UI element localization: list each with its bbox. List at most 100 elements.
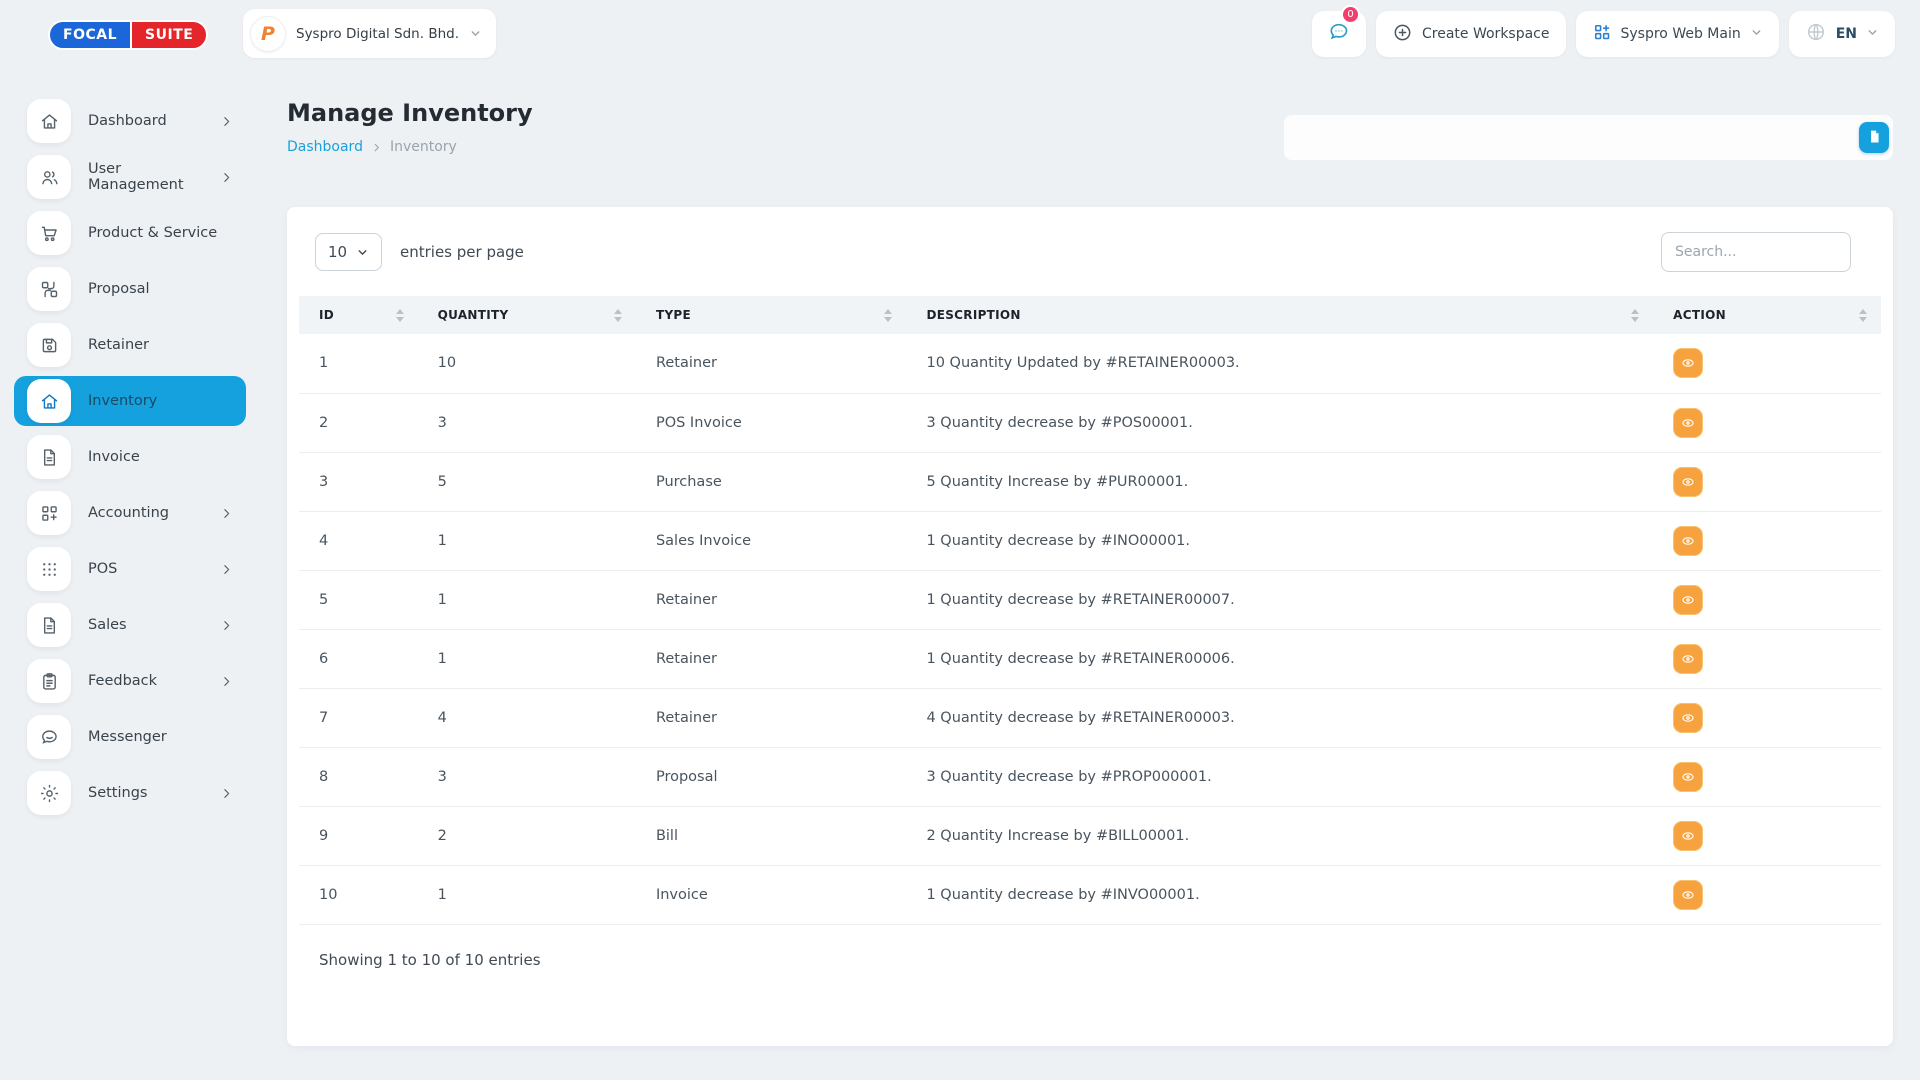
eye-icon [1682, 831, 1694, 840]
sidebar-item-inventory[interactable]: Inventory [14, 376, 246, 426]
search-input[interactable] [1661, 232, 1851, 272]
table-row: 1 10 Retainer 10 Quantity Updated by #RE… [299, 334, 1881, 394]
chevron-right-icon [220, 787, 233, 800]
chevron-down-icon [1866, 26, 1879, 43]
sidebar-item-label: Proposal [88, 281, 150, 297]
sidebar-item-proposal[interactable]: Proposal [14, 267, 246, 311]
eye-icon [1682, 595, 1694, 604]
column-header-action[interactable]: ACTION [1653, 296, 1881, 334]
cell-type: Sales Invoice [635, 511, 907, 571]
chevron-down-icon [1750, 26, 1763, 43]
cell-quantity: 1 [417, 629, 636, 689]
view-button[interactable] [1673, 761, 1704, 792]
cell-quantity: 5 [417, 452, 636, 512]
sidebar-item-settings[interactable]: Settings [14, 771, 246, 815]
view-button[interactable] [1673, 525, 1704, 556]
clipboard-icon [27, 659, 71, 703]
breadcrumb-chevron-icon [371, 142, 382, 153]
eye-icon [1682, 890, 1694, 899]
table-row: 3 5 Purchase 5 Quantity Increase by #PUR… [299, 452, 1881, 512]
table-row: 8 3 Proposal 3 Quantity decrease by #PRO… [299, 747, 1881, 807]
sidebar-item-invoice[interactable]: Invoice [14, 435, 246, 479]
chevron-down-icon [469, 27, 482, 40]
sidebar-item-dashboard[interactable]: Dashboard [14, 99, 246, 143]
sort-icon[interactable] [1859, 308, 1867, 322]
sort-icon[interactable] [613, 308, 622, 322]
chevron-down-icon [358, 249, 367, 255]
column-header-id[interactable]: ID [299, 296, 418, 334]
export-document-button[interactable] [1859, 122, 1889, 153]
sidebar-item-label: POS [88, 561, 118, 577]
cell-type: Retainer [635, 334, 907, 394]
sidebar-item-retainer[interactable]: Retainer [14, 323, 246, 367]
sidebar-item-label: Invoice [88, 449, 140, 465]
sidebar-item-sales[interactable]: Sales [14, 603, 246, 647]
sidebar-item-label: Messenger [88, 729, 167, 745]
view-button[interactable] [1673, 879, 1704, 910]
column-header-type[interactable]: TYPE [635, 296, 907, 334]
document-icon [27, 435, 71, 479]
cell-description: 10 Quantity Updated by #RETAINER00003. [906, 334, 1654, 394]
cell-id: 4 [299, 511, 418, 571]
column-header-description[interactable]: DESCRIPTION [906, 296, 1654, 334]
eye-icon [1682, 418, 1694, 427]
cell-type: Bill [635, 806, 907, 866]
page-size-select[interactable]: 10 [315, 233, 382, 271]
logo-suite: SUITE [130, 20, 209, 50]
create-workspace-button[interactable]: Create Workspace [1376, 11, 1566, 57]
sidebar-item-pos[interactable]: POS [14, 547, 246, 591]
sort-icon[interactable] [1631, 308, 1640, 322]
workspace-menu-label: Syspro Web Main [1620, 26, 1741, 42]
view-button[interactable] [1673, 643, 1704, 674]
cell-type: Purchase [635, 452, 907, 512]
sidebar-item-user-management[interactable]: User Management [14, 155, 246, 199]
chevron-right-icon [220, 675, 233, 688]
view-button[interactable] [1673, 466, 1704, 497]
sidebar-item-label: Retainer [88, 337, 150, 353]
view-button[interactable] [1673, 584, 1704, 615]
workspace-selector[interactable]: P Syspro Digital Sdn. Bhd. [243, 9, 496, 58]
sidebar-item-product-service[interactable]: Product & Service [14, 211, 246, 255]
chevron-right-icon [220, 619, 233, 632]
sidebar-item-label: Feedback [88, 673, 158, 689]
sidebar-item-label: Product & Service [88, 225, 218, 241]
cell-quantity: 1 [417, 570, 636, 630]
sidebar-item-messenger[interactable]: Messenger [14, 715, 246, 759]
cart-icon [27, 211, 71, 255]
messenger-button[interactable]: 0 [1312, 5, 1366, 57]
cell-description: 1 Quantity decrease by #RETAINER00006. [906, 629, 1654, 689]
cell-id: 7 [299, 688, 418, 748]
workspace-menu-button[interactable]: Syspro Web Main [1575, 11, 1779, 57]
sidebar-item-accounting[interactable]: Accounting [14, 491, 246, 535]
breadcrumb-dashboard-link[interactable]: Dashboard [287, 139, 363, 155]
table-row: 10 1 Invoice 1 Quantity decrease by #INV… [299, 865, 1881, 925]
view-button[interactable] [1673, 407, 1704, 438]
view-button[interactable] [1673, 348, 1704, 379]
eye-icon [1682, 713, 1694, 722]
page-size-value: 10 [327, 243, 348, 261]
app-logo[interactable]: FOCAL SUITE [48, 20, 209, 50]
sort-icon[interactable] [395, 308, 404, 322]
view-button[interactable] [1673, 702, 1704, 733]
chat-icon [27, 715, 71, 759]
cell-description: 3 Quantity decrease by #POS00001. [906, 393, 1654, 453]
column-header-quantity[interactable]: QUANTITY [417, 296, 636, 334]
sidebar-item-feedback[interactable]: Feedback [14, 659, 246, 703]
sort-icon[interactable] [884, 308, 893, 322]
users-icon [27, 155, 71, 199]
language-selector[interactable]: EN [1788, 11, 1895, 57]
cell-description: 2 Quantity Increase by #BILL00001. [906, 806, 1654, 866]
cell-quantity: 3 [417, 393, 636, 453]
cell-type: Retainer [635, 688, 907, 748]
chat-badge: 0 [1341, 5, 1360, 24]
table-controls: 10 entries per page [299, 232, 1881, 272]
cell-description: 4 Quantity decrease by #RETAINER00003. [906, 688, 1654, 748]
chat-bubble-icon [1327, 20, 1351, 48]
chevron-right-icon [220, 115, 233, 128]
table-row: 6 1 Retainer 1 Quantity decrease by #RET… [299, 629, 1881, 689]
cell-id: 5 [299, 570, 418, 630]
view-button[interactable] [1673, 820, 1704, 851]
grid-plus-icon [27, 491, 71, 535]
topbar: FOCAL SUITE P Syspro Digital Sdn. Bhd. 0 [0, 0, 1920, 70]
main-content: Manage Inventory Dashboard Inventory 10 … [260, 70, 1920, 1080]
